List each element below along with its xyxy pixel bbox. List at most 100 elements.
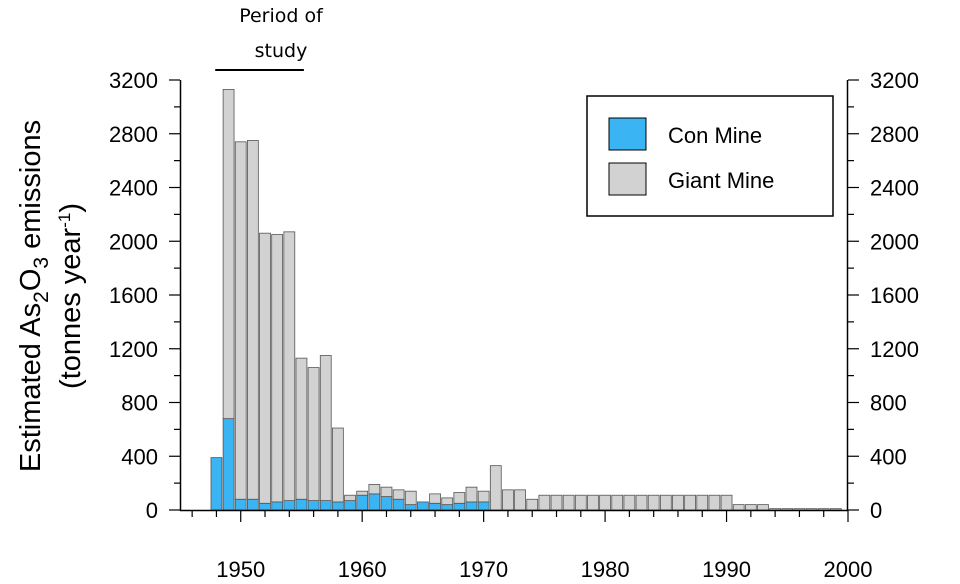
bar-giant-mine-1956: [307, 367, 320, 501]
bar-giant-mine-1955: [295, 357, 308, 500]
bar-giant-mine-1987: [684, 494, 696, 511]
ticks-layer: 0 0 400 400 800 800 1200 1200 1600 1600 2000 2000 24…: [109, 68, 919, 582]
left-y-tick-label-3200: 3200: [109, 68, 158, 93]
bar-giant-mine-1952: [259, 232, 271, 504]
bar-con-mine-1957: [319, 500, 332, 511]
bar-giant-mine-1984: [647, 494, 660, 511]
bars-layer: [210, 89, 842, 511]
bar-giant-mine-1959: [344, 494, 356, 501]
bar-con-mine-1963: [392, 498, 405, 511]
left-y-tick-label-1200: 1200: [109, 337, 158, 362]
bar-giant-mine-1983: [635, 494, 648, 511]
bar-giant-mine-1962: [380, 486, 393, 497]
legend-label-giant-mine: Giant Mine: [668, 168, 774, 193]
right-y-tick-label-2400: 2400: [870, 176, 919, 201]
left-y-tick-label-2400: 2400: [109, 176, 158, 201]
bar-con-mine-1956: [307, 500, 320, 511]
period-of-study-label-line2: study: [255, 40, 308, 62]
bar-giant-mine-1977: [562, 494, 575, 511]
bar-giant-mine-1963: [392, 489, 405, 500]
bar-giant-mine-1990: [720, 494, 733, 511]
legend-label-con-mine: Con Mine: [668, 123, 762, 148]
bar-giant-mine-1982: [623, 494, 636, 511]
bar-giant-mine-1985: [659, 494, 672, 511]
bar-giant-mine-1957: [319, 355, 332, 501]
legend-swatch-con-mine: [608, 117, 647, 151]
bar-giant-mine-1973: [514, 489, 526, 511]
bar-con-mine-1959: [344, 500, 356, 511]
right-y-tick-label-1200: 1200: [870, 337, 919, 362]
bar-giant-mine-1950: [234, 141, 247, 500]
bar-con-mine-1962: [380, 496, 393, 511]
bar-con-mine-1958: [332, 501, 344, 511]
right-y-tick-label-2000: 2000: [870, 229, 919, 254]
bar-giant-mine-1972: [502, 489, 514, 511]
bar-con-mine-1948: [210, 457, 223, 511]
bar-con-mine-1970: [477, 501, 490, 511]
bar-giant-mine-1953: [271, 234, 284, 503]
bar-giant-mine-1981: [611, 494, 624, 511]
bar-giant-mine-1954: [283, 231, 296, 501]
right-y-tick-label-800: 800: [870, 391, 907, 416]
x-tick-label-2000: 2000: [824, 557, 873, 582]
left-y-tick-label-2000: 2000: [109, 229, 158, 254]
bar-giant-mine-1988: [696, 494, 709, 511]
bar-con-mine-1951: [247, 498, 259, 511]
bar-giant-mine-1979: [587, 494, 599, 511]
bar-con-mine-1967: [441, 504, 454, 511]
left-y-tick-label-2800: 2800: [109, 122, 158, 147]
bar-giant-mine-1967: [441, 497, 454, 506]
right-y-tick-label-3200: 3200: [870, 68, 919, 93]
y-axis-label-line1: Estimated As2O3 emissions: [15, 120, 53, 472]
bar-con-mine-1953: [271, 501, 284, 511]
bar-con-mine-1950: [234, 498, 247, 511]
bar-giant-mine-1978: [574, 494, 587, 511]
bar-con-mine-1960: [356, 494, 369, 511]
bar-giant-mine-1992: [744, 504, 757, 511]
right-y-tick-label-0: 0: [870, 498, 882, 523]
bar-con-mine-1949: [222, 418, 235, 511]
right-y-tick-label-400: 400: [870, 444, 907, 469]
legend: Con Mine Giant Mine: [586, 95, 834, 217]
right-y-tick-label-1600: 1600: [870, 283, 919, 308]
bar-con-mine-1952: [259, 502, 271, 511]
left-y-tick-label-0: 0: [146, 498, 158, 523]
right-y-tick-label-2800: 2800: [870, 122, 919, 147]
bar-con-mine-1955: [295, 498, 308, 511]
bar-giant-mine-1993: [757, 504, 769, 511]
bar-giant-mine-1991: [732, 504, 745, 511]
bar-giant-mine-1968: [453, 492, 466, 504]
y-axis-label-line2: (tonnes year-1): [55, 203, 87, 389]
bar-giant-mine-1964: [404, 490, 417, 506]
bar-giant-mine-1986: [672, 494, 684, 511]
x-tick-label-1970: 1970: [459, 557, 508, 582]
bar-con-mine-1964: [404, 504, 417, 511]
left-y-tick-label-400: 400: [121, 444, 158, 469]
bar-giant-mine-1970: [477, 490, 490, 503]
bar-giant-mine-1966: [429, 493, 441, 504]
bar-con-mine-1966: [429, 502, 441, 511]
x-tick-label-1990: 1990: [702, 557, 751, 582]
x-tick-label-1980: 1980: [581, 557, 630, 582]
bar-giant-mine-1975: [538, 494, 551, 511]
bar-giant-mine-1971: [489, 465, 502, 511]
bar-giant-mine-1969: [465, 486, 478, 503]
bar-con-mine-1965: [417, 501, 429, 511]
left-y-tick-label-1600: 1600: [109, 283, 158, 308]
x-tick-label-1950: 1950: [216, 557, 265, 582]
bar-giant-mine-1960: [356, 490, 369, 496]
bar-giant-mine-1974: [526, 498, 539, 511]
bar-giant-mine-1951: [247, 140, 259, 500]
x-tick-label-1960: 1960: [338, 557, 387, 582]
bar-con-mine-1954: [283, 500, 296, 511]
bar-giant-mine-1949: [222, 89, 235, 420]
period-of-study-label-line1: Period of: [239, 5, 324, 27]
legend-swatch-giant-mine: [608, 162, 647, 196]
bar-giant-mine-1958: [332, 427, 344, 503]
bar-giant-mine-1980: [599, 494, 611, 511]
left-y-tick-label-800: 800: [121, 391, 158, 416]
bar-giant-mine-1961: [368, 484, 381, 495]
bar-con-mine-1968: [453, 502, 466, 511]
bar-con-mine-1969: [465, 501, 478, 511]
